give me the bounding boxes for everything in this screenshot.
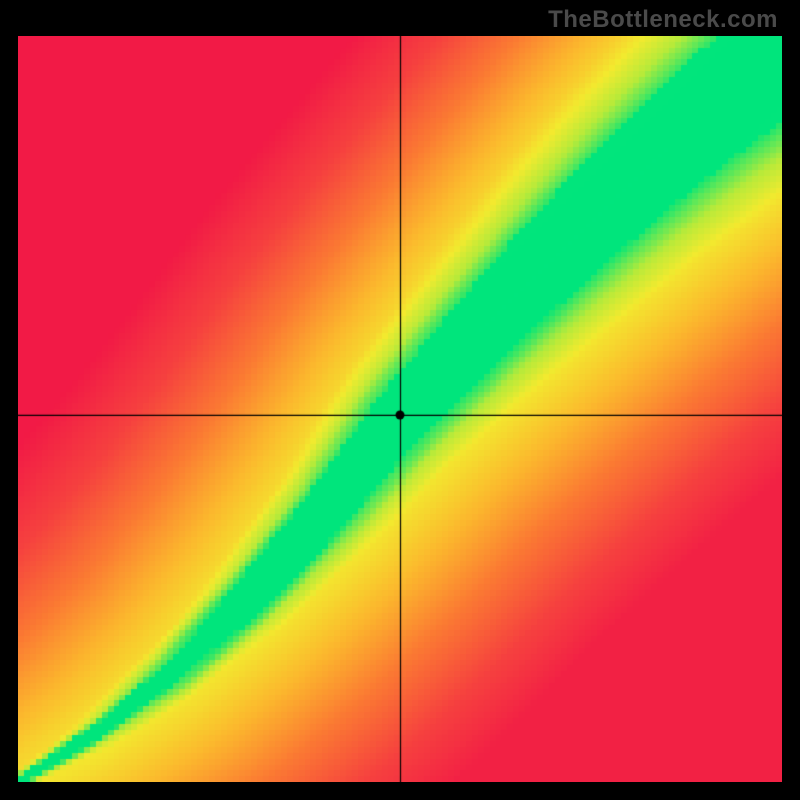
watermark-text: TheBottleneck.com: [548, 6, 778, 34]
bottleneck-heatmap: [18, 36, 782, 782]
